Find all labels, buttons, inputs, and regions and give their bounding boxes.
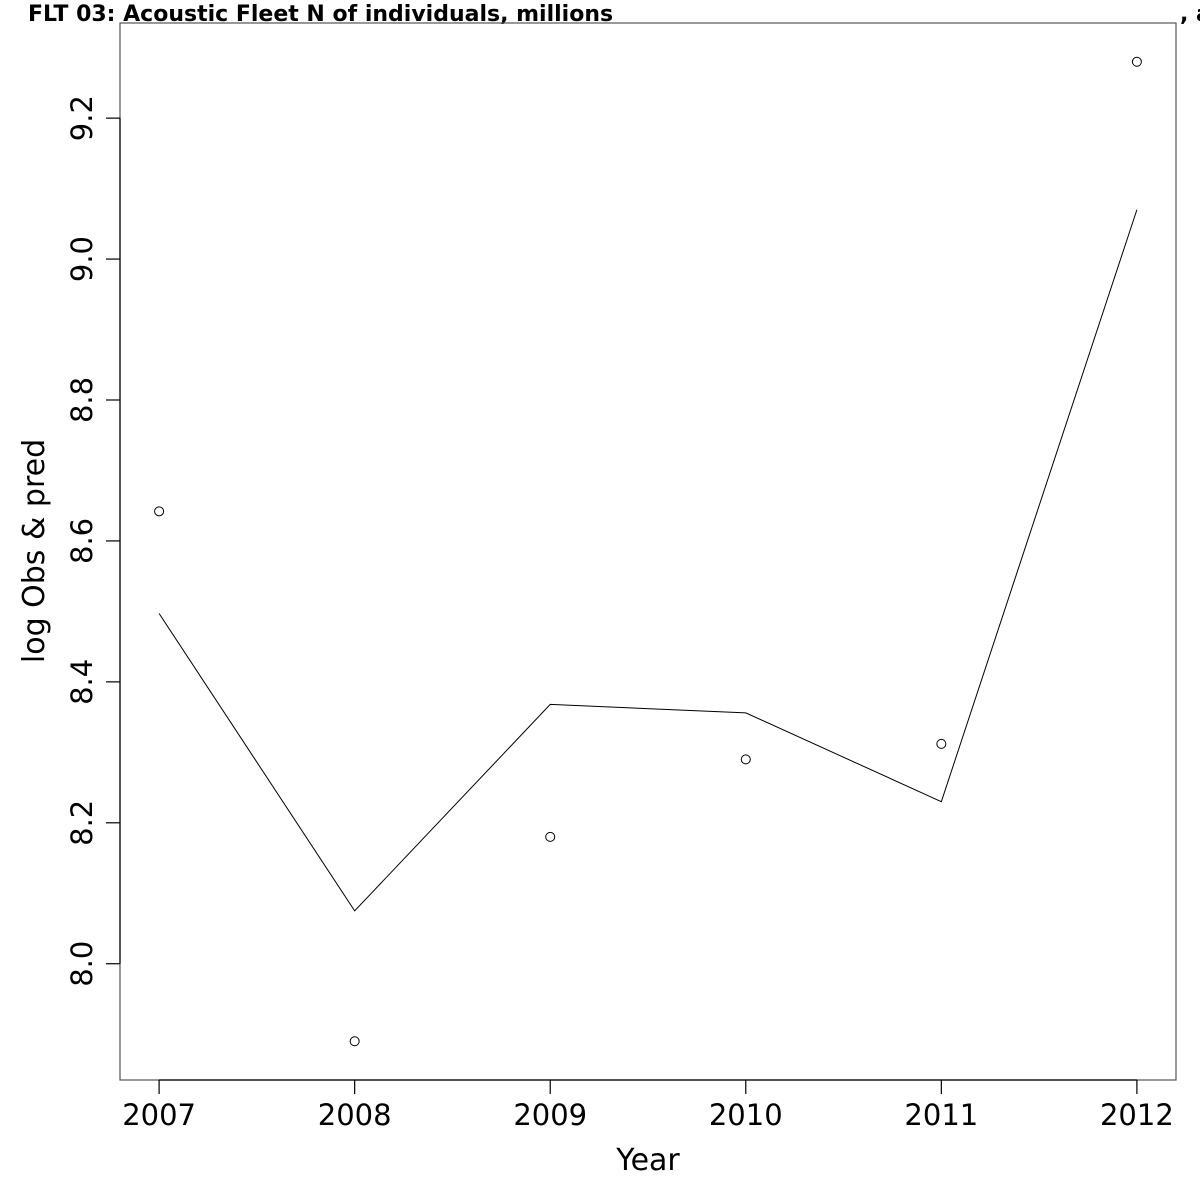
y-tick-label: 9.2 (65, 95, 99, 141)
y-tick-label: 8.6 (65, 518, 99, 564)
observed-point (740, 754, 751, 765)
observed-point (349, 1036, 360, 1047)
y-tick-label: 9.0 (65, 236, 99, 282)
observed-point (936, 738, 947, 749)
x-axis-label: Year (615, 1143, 680, 1178)
x-tick-label: 2010 (709, 1098, 783, 1132)
x-axis: 2007 2008 2009 2010 2011 2012 (122, 1079, 1174, 1132)
observed-point (545, 831, 556, 842)
observed-point (1131, 56, 1142, 67)
x-tick-label: 2008 (318, 1098, 392, 1132)
y-tick-label: 8.8 (65, 377, 99, 423)
y-tick-label: 8.2 (65, 800, 99, 846)
y-axis-label: log Obs & pred (17, 439, 52, 663)
observed-point (154, 506, 165, 517)
chart-title-trailing: , a (1180, 2, 1200, 27)
x-tick-label: 2007 (122, 1098, 196, 1132)
series-layer (154, 56, 1142, 1047)
x-tick-label: 2012 (1100, 1098, 1174, 1132)
x-tick-label: 2009 (513, 1098, 587, 1132)
y-axis: 8.0 8.2 8.4 8.6 8.8 9.0 9.2 (65, 95, 121, 987)
predicted-line (158, 209, 1138, 912)
y-tick-label: 8.0 (65, 941, 99, 987)
y-tick-label: 8.4 (65, 659, 99, 705)
x-tick-label: 2011 (904, 1098, 978, 1132)
